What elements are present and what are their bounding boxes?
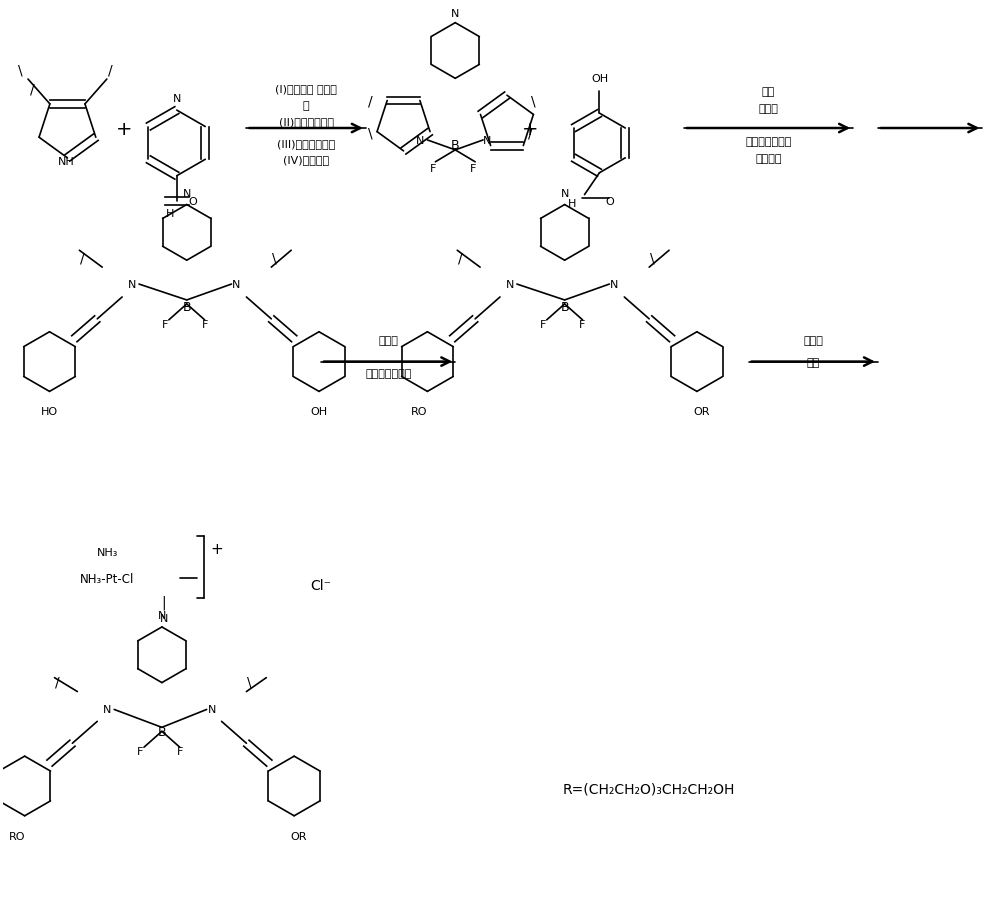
Text: 顺铂: 顺铂	[807, 357, 820, 367]
Text: B: B	[182, 301, 191, 314]
Text: RO: RO	[411, 407, 428, 417]
Text: N: N	[128, 280, 136, 290]
Text: N: N	[560, 189, 569, 199]
Text: F: F	[579, 320, 586, 330]
Text: F: F	[177, 746, 183, 756]
Text: O: O	[189, 197, 197, 206]
Text: N: N	[160, 613, 168, 623]
Text: N: N	[610, 280, 619, 290]
Text: \: \	[247, 675, 252, 689]
Text: NH₃-Pt-Cl: NH₃-Pt-Cl	[80, 572, 134, 585]
Text: N: N	[483, 136, 491, 146]
Text: \: \	[650, 251, 654, 265]
Text: NH₃: NH₃	[97, 548, 118, 558]
Text: 烷: 烷	[303, 101, 309, 111]
Text: N: N	[207, 705, 216, 714]
Text: N: N	[232, 280, 241, 290]
Text: HO: HO	[41, 407, 58, 417]
Text: (IV)氮气保护: (IV)氮气保护	[283, 155, 329, 165]
Text: /: /	[368, 94, 373, 108]
Text: N: N	[451, 9, 459, 19]
Text: 苯磺酸酯衍生物: 苯磺酸酯衍生物	[365, 369, 412, 379]
Text: N: N	[103, 705, 111, 714]
Text: F: F	[162, 320, 168, 330]
Text: /: /	[458, 251, 463, 265]
Text: \: \	[18, 63, 22, 77]
Text: B: B	[158, 725, 166, 738]
Text: OH: OH	[591, 74, 608, 84]
Text: 氮气保护: 氮气保护	[755, 154, 782, 164]
Text: +: +	[116, 119, 132, 138]
Text: F: F	[201, 320, 208, 330]
Text: N: N	[173, 94, 181, 104]
Text: /: /	[30, 83, 34, 97]
Text: /: /	[528, 127, 532, 141]
Text: /: /	[55, 675, 60, 689]
Text: F: F	[430, 164, 437, 174]
Text: OH: OH	[310, 407, 328, 417]
Text: \: \	[531, 94, 535, 108]
Text: \: \	[368, 127, 373, 141]
Text: /: /	[108, 63, 112, 77]
Text: 硝酸银: 硝酸银	[803, 335, 823, 345]
Text: /: /	[80, 251, 85, 265]
Text: N: N	[506, 280, 514, 290]
Text: \: \	[272, 251, 277, 265]
Text: |: |	[162, 595, 166, 609]
Text: 冰醋酸: 冰醋酸	[759, 104, 778, 114]
Text: R=(CH₂CH₂O)₃CH₂CH₂OH: R=(CH₂CH₂O)₃CH₂CH₂OH	[563, 783, 735, 796]
Text: 碳酸钾: 碳酸钾	[379, 335, 399, 345]
Text: F: F	[137, 746, 143, 756]
Text: NH: NH	[58, 157, 75, 167]
Text: F: F	[470, 164, 476, 174]
Text: 哌啶: 哌啶	[762, 87, 775, 97]
Text: RO: RO	[8, 831, 25, 841]
Text: O: O	[605, 197, 614, 206]
Text: B: B	[451, 139, 460, 152]
Text: N: N	[416, 136, 425, 146]
Text: (I)三氟醋酸 二氯甲: (I)三氟醋酸 二氯甲	[275, 84, 337, 94]
Text: OR: OR	[694, 407, 710, 417]
Text: N: N	[183, 189, 191, 199]
Text: H: H	[567, 199, 576, 209]
Text: N: N	[158, 610, 166, 620]
Text: OR: OR	[291, 831, 307, 841]
Text: +: +	[210, 541, 223, 557]
Text: Cl⁻: Cl⁻	[311, 578, 332, 592]
Text: F: F	[540, 320, 546, 330]
Text: (II)二异丙基乙胺: (II)二异丙基乙胺	[279, 117, 334, 127]
Text: B: B	[560, 301, 569, 314]
Text: H: H	[165, 210, 174, 220]
Text: (III)三氟化硼乙醚: (III)三氟化硼乙醚	[277, 138, 335, 148]
Text: 无水无氧的甲苯: 无水无氧的甲苯	[745, 137, 792, 147]
Text: +: +	[522, 119, 538, 138]
